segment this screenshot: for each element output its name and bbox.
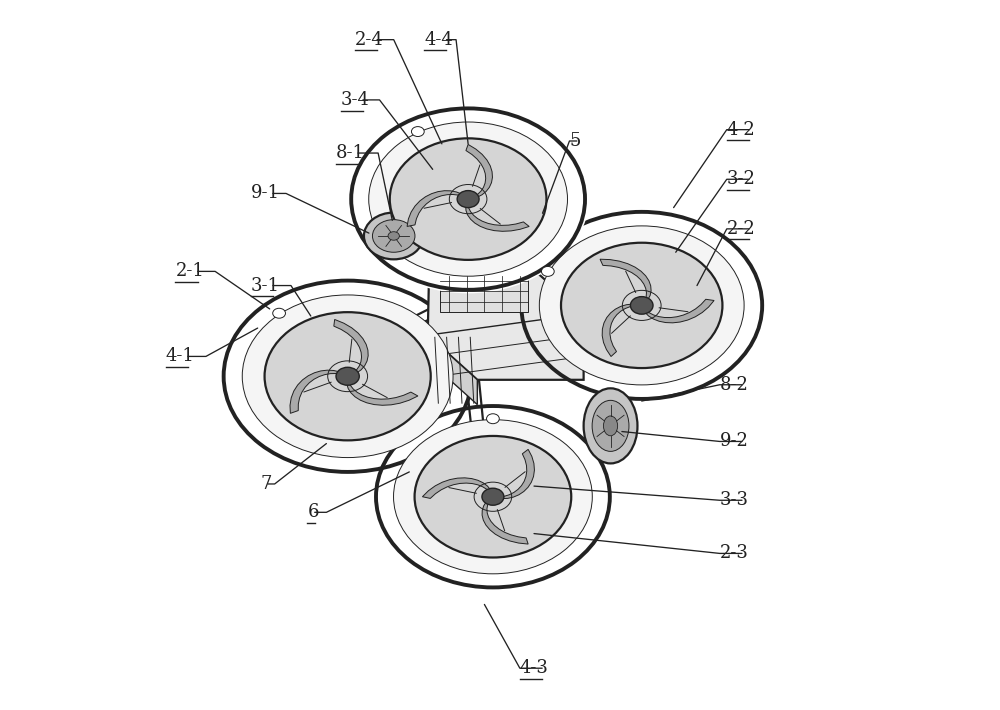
Polygon shape [440,275,528,312]
Ellipse shape [242,295,453,457]
Text: 3-1: 3-1 [251,277,280,295]
Ellipse shape [457,190,479,207]
Polygon shape [600,259,651,301]
Text: 4-2: 4-2 [727,121,756,138]
Ellipse shape [603,416,618,436]
Polygon shape [645,300,714,323]
Ellipse shape [561,243,722,368]
Polygon shape [466,144,492,197]
Polygon shape [602,304,635,356]
Text: 2-1: 2-1 [175,263,204,280]
Text: 3-3: 3-3 [720,491,749,509]
Polygon shape [466,204,529,231]
Polygon shape [407,191,463,226]
Ellipse shape [394,420,592,574]
Text: 2-2: 2-2 [727,220,756,238]
Ellipse shape [390,138,546,260]
Text: 4-3: 4-3 [520,659,549,677]
Text: 3-4: 3-4 [341,91,369,109]
Ellipse shape [630,297,653,314]
Ellipse shape [336,367,359,386]
Polygon shape [334,320,368,373]
Ellipse shape [220,277,475,476]
Text: 3-2: 3-2 [727,170,756,188]
Ellipse shape [372,403,613,591]
Text: 9-2: 9-2 [720,432,749,450]
Ellipse shape [369,122,567,276]
Text: 8-2: 8-2 [720,376,749,394]
Text: 2-4: 2-4 [355,31,383,49]
Ellipse shape [541,266,554,276]
Polygon shape [428,335,477,405]
Ellipse shape [388,231,399,240]
Ellipse shape [265,312,431,440]
Text: 7: 7 [260,475,272,493]
Ellipse shape [482,488,504,506]
Polygon shape [347,381,418,405]
Polygon shape [422,478,490,498]
Ellipse shape [273,308,285,318]
Text: 8-1: 8-1 [336,144,365,162]
Ellipse shape [518,208,766,403]
Ellipse shape [364,212,423,259]
Ellipse shape [372,219,415,252]
Text: 2-3: 2-3 [720,545,749,562]
Text: 9-1: 9-1 [251,185,280,202]
Ellipse shape [487,414,499,424]
Ellipse shape [584,388,637,464]
Ellipse shape [539,226,744,385]
Polygon shape [482,501,528,544]
Polygon shape [428,270,584,380]
Polygon shape [499,449,534,498]
Ellipse shape [415,436,571,557]
Text: 6: 6 [307,503,319,521]
Text: 4-4: 4-4 [424,31,453,49]
Text: 5: 5 [569,132,581,150]
Polygon shape [290,370,342,413]
Ellipse shape [411,126,424,136]
Ellipse shape [592,400,629,452]
Text: 4-1: 4-1 [166,347,194,366]
Ellipse shape [348,105,589,293]
